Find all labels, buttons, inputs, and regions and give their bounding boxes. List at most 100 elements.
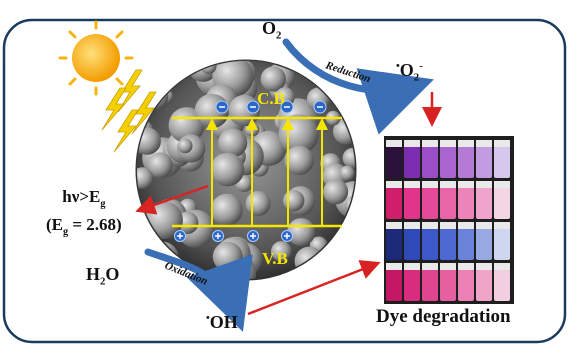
vial xyxy=(404,269,420,301)
vial xyxy=(386,146,402,178)
hydroxyl-symbol: OH xyxy=(209,312,238,332)
sem-particle xyxy=(329,244,355,279)
sem-particle xyxy=(245,191,271,216)
vial xyxy=(458,187,474,219)
vial-cap xyxy=(476,181,492,188)
bandgap-subscript: g xyxy=(63,226,69,238)
vial-cap xyxy=(476,263,492,270)
radical-dot: • xyxy=(206,312,210,324)
hole-icon xyxy=(212,230,224,242)
vial-cap xyxy=(458,222,474,229)
o2-symbol: O xyxy=(262,18,277,38)
photon-energy-text: hν>E xyxy=(62,187,101,206)
vial-cap xyxy=(422,263,438,270)
sem-particle xyxy=(323,179,349,205)
vial-cap xyxy=(458,263,474,270)
sem-particle xyxy=(260,66,286,92)
holes xyxy=(174,230,293,242)
sem-particle xyxy=(218,128,248,158)
vial xyxy=(422,269,438,301)
vial xyxy=(440,228,456,260)
sem-particle xyxy=(144,65,164,85)
vial-cap xyxy=(494,140,510,147)
vial xyxy=(494,228,510,260)
reduction-arrow xyxy=(282,38,434,135)
vial xyxy=(440,269,456,301)
vials-photo xyxy=(384,136,514,304)
photon-energy-subscript: g xyxy=(100,198,106,210)
photon-energy-condition: hν>Eg xyxy=(46,186,122,214)
outer-frame xyxy=(2,18,567,344)
sem-particle xyxy=(139,61,169,80)
vial xyxy=(476,228,492,260)
hole-icon xyxy=(174,230,186,242)
electron-icon xyxy=(215,100,229,114)
vial-cap xyxy=(440,140,456,147)
vial-cap xyxy=(386,140,402,147)
superoxide-product: •O2- xyxy=(396,60,423,84)
hole-icon xyxy=(281,230,293,242)
vial xyxy=(422,187,438,219)
vial xyxy=(458,228,474,260)
vial xyxy=(440,146,456,178)
electron-icon xyxy=(313,100,327,114)
electron-icon xyxy=(280,100,294,114)
lightning-icon xyxy=(101,69,157,153)
oxidation-arrow xyxy=(144,248,253,332)
vial xyxy=(422,228,438,260)
vial xyxy=(386,187,402,219)
water-subscript: 2 xyxy=(100,275,106,288)
vial-cap xyxy=(458,140,474,147)
vial xyxy=(422,146,438,178)
vial xyxy=(386,228,402,260)
vial xyxy=(494,187,510,219)
vial xyxy=(494,146,510,178)
o2-subscript: 2 xyxy=(276,29,282,42)
electron-icon xyxy=(246,100,260,114)
water-h: H xyxy=(86,264,101,284)
vial-cap xyxy=(386,222,402,229)
superoxide-subscript: 2 xyxy=(413,71,420,84)
sem-particle xyxy=(282,189,305,212)
vial-cap xyxy=(404,181,420,188)
electrons xyxy=(215,100,327,114)
hv-arrow xyxy=(135,184,209,215)
sem-particle xyxy=(137,167,154,190)
water-reactant: H2O xyxy=(86,264,119,288)
vial-cap xyxy=(494,263,510,270)
excitation-arrows xyxy=(206,118,328,226)
vial-cap xyxy=(404,263,420,270)
bandgap-value: (Eg = 2.68) xyxy=(46,214,122,242)
conduction-band-label: C.B xyxy=(257,89,285,108)
vial-cap xyxy=(458,181,474,188)
superoxide-symbol: O xyxy=(399,60,414,80)
vial-cap xyxy=(404,140,420,147)
hole-icon xyxy=(247,230,259,242)
sem-particle xyxy=(210,152,245,187)
radical-dot: • xyxy=(396,60,400,72)
vial xyxy=(386,269,402,301)
bandgap-text-a: (E xyxy=(46,215,63,235)
vial xyxy=(458,269,474,301)
sem-particle xyxy=(271,241,292,262)
vial xyxy=(404,228,420,260)
vial-cap xyxy=(422,222,438,229)
vial-cap xyxy=(422,181,438,188)
vial-cap xyxy=(386,263,402,270)
vial-cap xyxy=(494,181,510,188)
vial xyxy=(476,269,492,301)
vial-cap xyxy=(386,181,402,188)
vial-cap xyxy=(440,263,456,270)
sem-particle xyxy=(177,138,193,154)
sem-particle xyxy=(212,241,243,272)
hydroxyl-product: •OH xyxy=(206,312,238,333)
vial xyxy=(404,146,420,178)
vial xyxy=(404,187,420,219)
sem-particle xyxy=(210,193,243,226)
vial-cap xyxy=(494,222,510,229)
superoxide-charge: - xyxy=(419,60,423,72)
vial-cap xyxy=(422,140,438,147)
vial xyxy=(458,146,474,178)
